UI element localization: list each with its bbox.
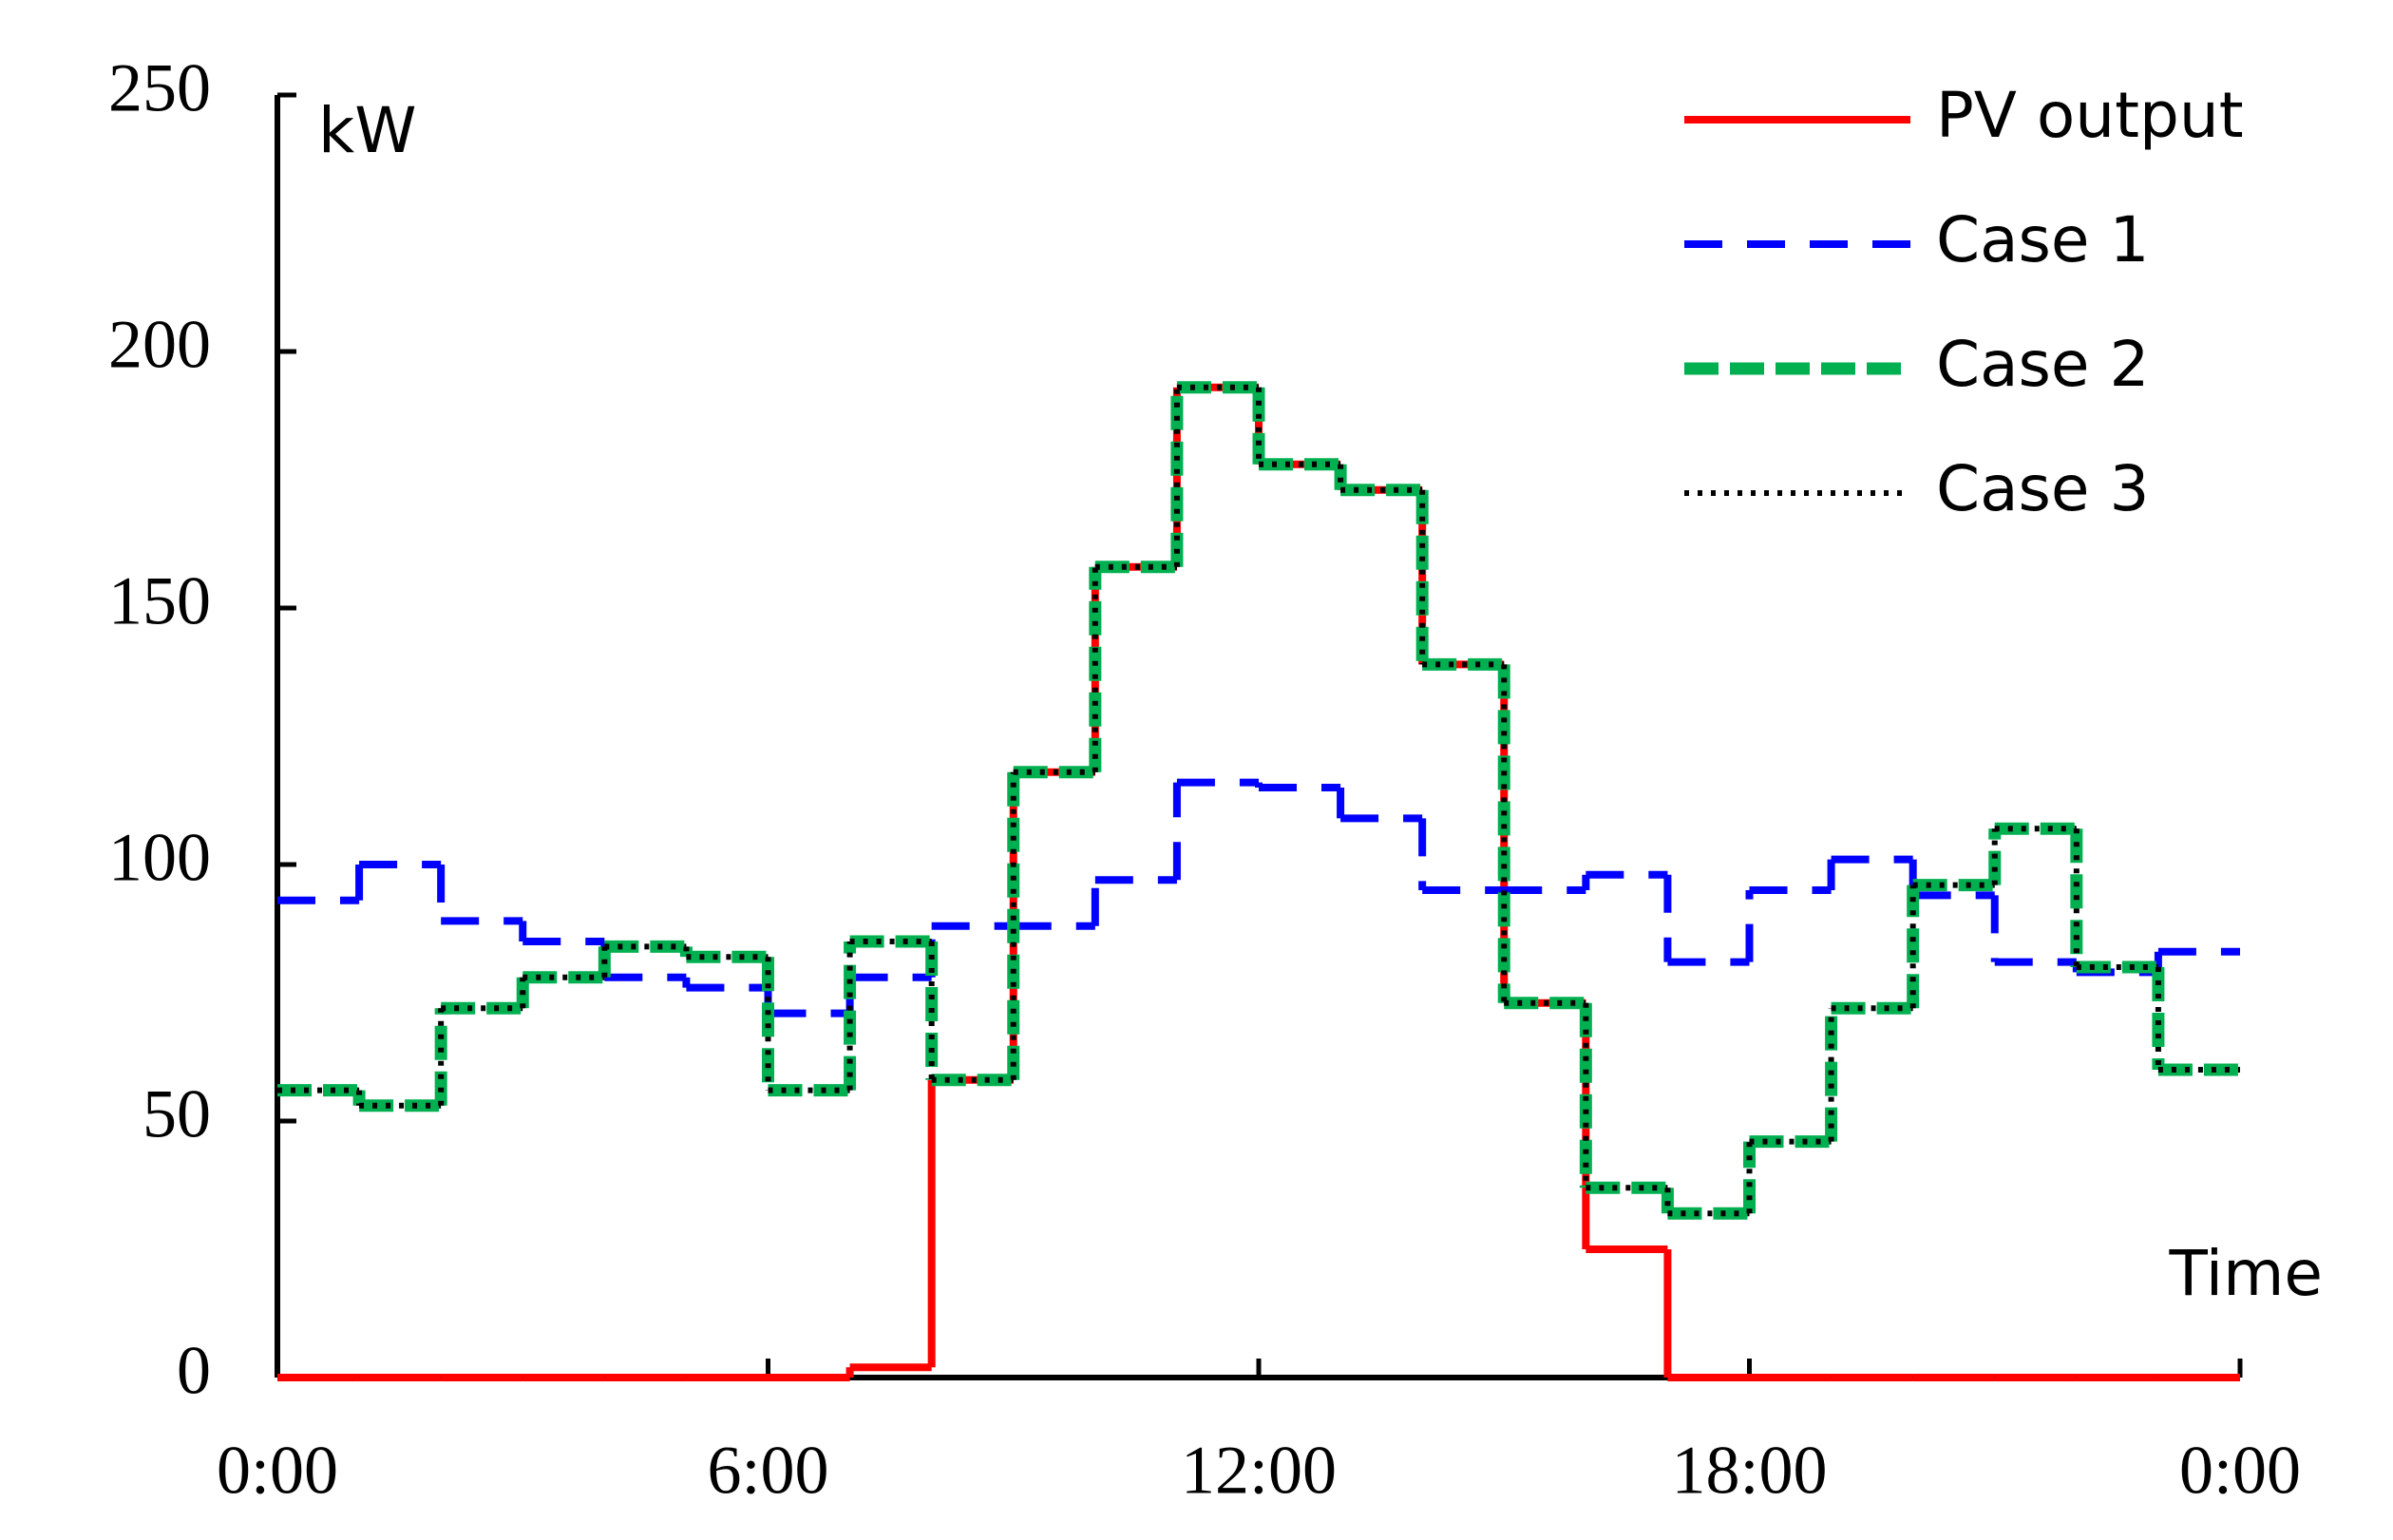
x-tick-label: 6:00 xyxy=(707,1433,828,1509)
y-tick-label: 150 xyxy=(108,563,211,639)
y-tick-label: 250 xyxy=(108,50,211,126)
x-tick-label: 18:00 xyxy=(1671,1433,1827,1509)
legend-label: Case 1 xyxy=(1936,203,2150,276)
x-tick-label: 0:00 xyxy=(2179,1433,2301,1509)
legend-label: Case 3 xyxy=(1936,452,2150,525)
y-tick-label: 0 xyxy=(177,1333,211,1409)
y-tick-label: 100 xyxy=(108,820,211,896)
y-tick-label: 200 xyxy=(108,307,211,383)
y-tick-label: 50 xyxy=(142,1076,211,1152)
x-axis-label: Time xyxy=(2168,1237,2323,1310)
legend-label: PV output xyxy=(1936,79,2244,152)
y-axis-label: kW xyxy=(318,94,416,167)
legend-label: Case 2 xyxy=(1936,328,2150,401)
x-tick-label: 0:00 xyxy=(217,1433,338,1509)
x-tick-label: 12:00 xyxy=(1181,1433,1337,1509)
